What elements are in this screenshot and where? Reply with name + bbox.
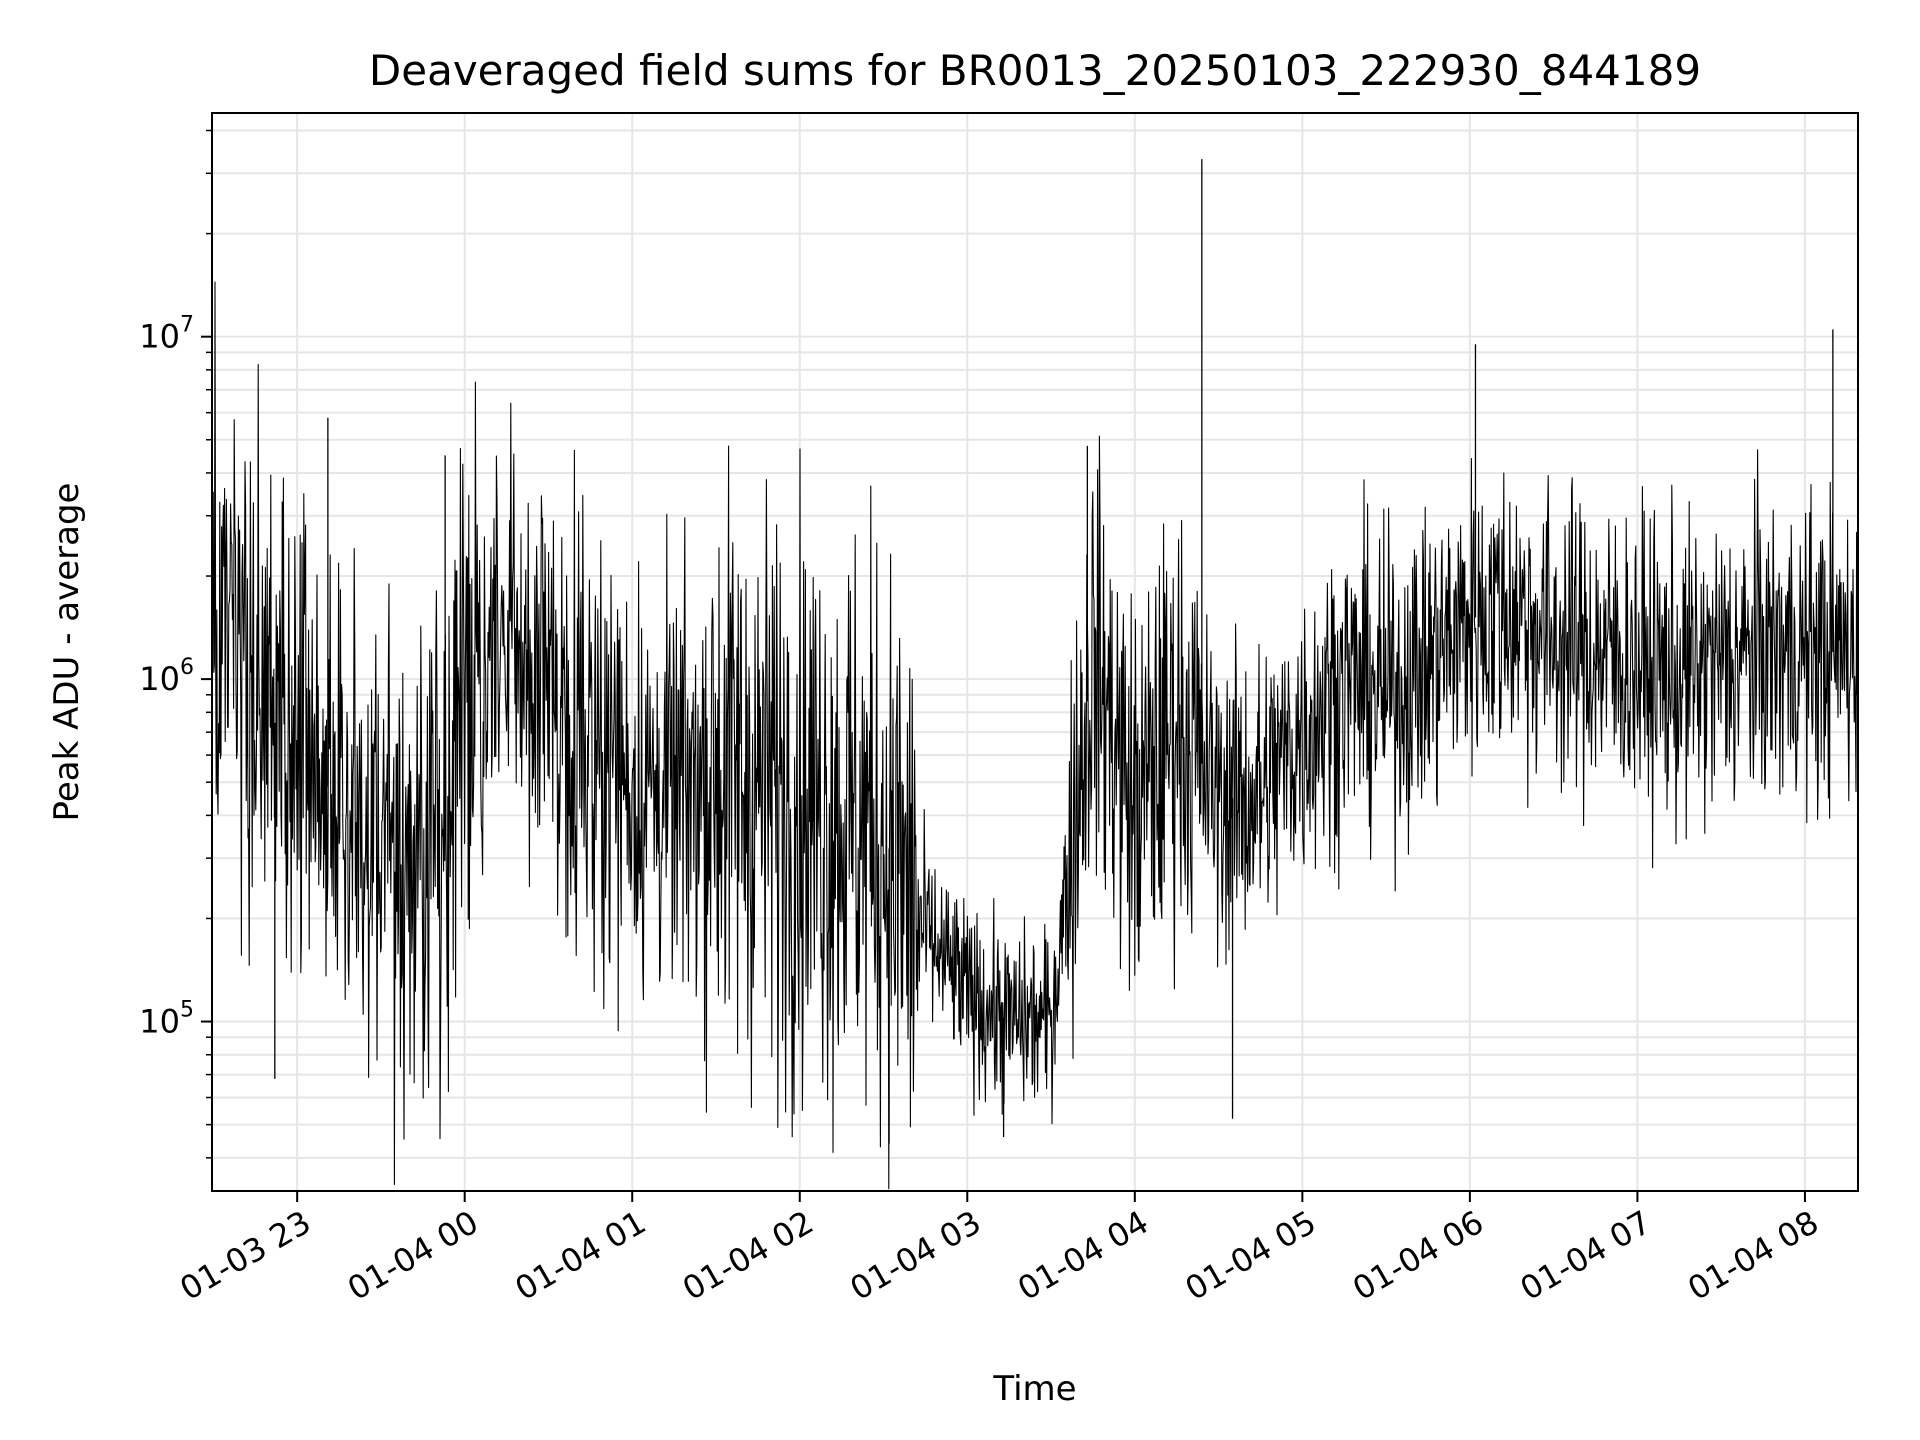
y-axis-ticks: 105 106 107: [139, 129, 212, 1159]
y-tick-label: 105: [139, 998, 194, 1041]
y-axis-label: Peak ADU - average: [47, 483, 87, 822]
y-tick-label: 106: [139, 655, 194, 698]
y-tick-label: 107: [139, 313, 194, 356]
series-line: [211, 281, 1859, 1190]
chart-title: Deaveraged field sums for BR0013_2025010…: [369, 46, 1701, 95]
plot-frame: [211, 112, 1859, 1192]
data-series: [211, 159, 1859, 1190]
x-axis-label: Time: [992, 1369, 1076, 1409]
